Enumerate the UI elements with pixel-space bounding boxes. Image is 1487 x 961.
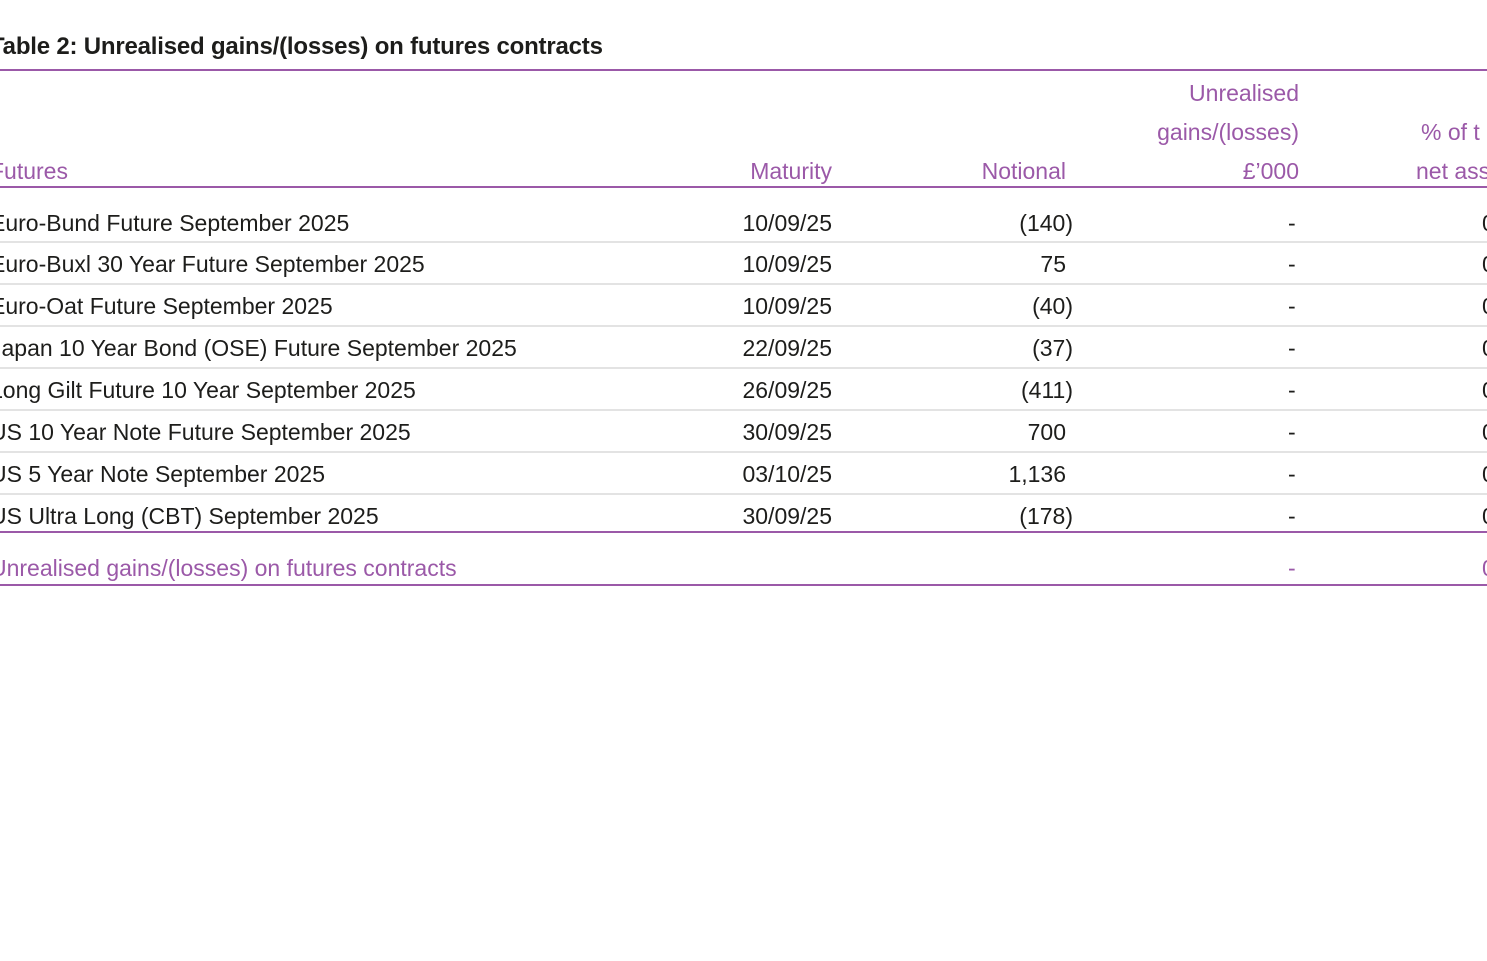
futures-cell: US Ultra Long (CBT) September 2025 xyxy=(0,503,379,529)
maturity-cell: 22/09/25 xyxy=(742,335,832,361)
row-divider xyxy=(0,241,1487,243)
row-divider xyxy=(0,409,1487,411)
maturity-cell: 26/09/25 xyxy=(742,377,832,403)
notional-cell: (411) xyxy=(1021,377,1073,403)
maturity-cell: 10/09/25 xyxy=(742,210,832,236)
gains-cell: - xyxy=(1288,210,1296,236)
futures-cell: US 10 Year Note Future September 2025 xyxy=(0,419,411,445)
pct-cell: 0 xyxy=(1482,505,1487,528)
gains-cell: - xyxy=(1288,503,1296,529)
body-rule xyxy=(0,531,1487,533)
notional-cell: (37) xyxy=(1032,335,1073,361)
header-pct-line2: net ass xyxy=(1416,158,1487,184)
pct-cell: 0 xyxy=(1482,337,1487,360)
notional-cell: 1,136 xyxy=(1008,461,1066,487)
total-label: Unrealised gains/(losses) on futures con… xyxy=(0,555,457,581)
futures-cell: Euro-Bund Future September 2025 xyxy=(0,210,350,236)
gains-cell: - xyxy=(1288,461,1296,487)
header-futures: Futures xyxy=(0,158,68,184)
row-divider xyxy=(0,367,1487,369)
notional-cell: 75 xyxy=(1040,251,1066,277)
total-pct: 0 xyxy=(1482,557,1487,580)
futures-cell: Euro-Oat Future September 2025 xyxy=(0,293,333,319)
header-maturity: Maturity xyxy=(750,158,832,184)
futures-cell: US 5 Year Note September 2025 xyxy=(0,461,326,487)
row-divider xyxy=(0,493,1487,495)
pct-cell: 0 xyxy=(1482,253,1487,276)
futures-cell: Long Gilt Future 10 Year September 2025 xyxy=(0,377,416,403)
row-divider xyxy=(0,451,1487,453)
futures-cell: Euro-Buxl 30 Year Future September 2025 xyxy=(0,251,425,277)
maturity-cell: 10/09/25 xyxy=(742,293,832,319)
table-title: Table 2: Unrealised gains/(losses) on fu… xyxy=(0,33,603,60)
gains-cell: - xyxy=(1288,377,1296,403)
pct-cell: 0 xyxy=(1482,295,1487,318)
maturity-cell: 30/09/25 xyxy=(742,419,832,445)
maturity-cell: 30/09/25 xyxy=(742,503,832,529)
gains-cell: - xyxy=(1288,335,1296,361)
pct-cell: 0 xyxy=(1482,463,1487,486)
gains-cell: - xyxy=(1288,293,1296,319)
pct-cell: 0 xyxy=(1482,379,1487,402)
total-rule xyxy=(0,584,1487,586)
notional-cell: (178) xyxy=(1019,503,1073,529)
pct-cell: 0 xyxy=(1482,421,1487,444)
maturity-cell: 03/10/25 xyxy=(742,461,832,487)
header-notional: Notional xyxy=(981,158,1066,184)
gains-cell: - xyxy=(1288,419,1296,445)
maturity-cell: 10/09/25 xyxy=(742,251,832,277)
pct-cell: 0 xyxy=(1482,212,1487,235)
futures-cell: Japan 10 Year Bond (OSE) Future Septembe… xyxy=(0,335,517,361)
row-divider xyxy=(0,283,1487,285)
notional-cell: (40) xyxy=(1032,293,1073,319)
header-rule xyxy=(0,186,1487,188)
gains-cell: - xyxy=(1288,251,1296,277)
header-gains-line3: £’000 xyxy=(1242,158,1299,184)
notional-cell: (140) xyxy=(1019,210,1073,236)
notional-cell: 700 xyxy=(1027,419,1066,445)
header-gains-line1: Unrealised xyxy=(1189,80,1299,106)
header-pct-line1: % of t xyxy=(1421,119,1480,145)
row-divider xyxy=(0,325,1487,327)
total-gains: - xyxy=(1288,555,1296,581)
header-gains-line2: gains/(losses) xyxy=(1157,119,1299,145)
title-rule xyxy=(0,69,1487,71)
